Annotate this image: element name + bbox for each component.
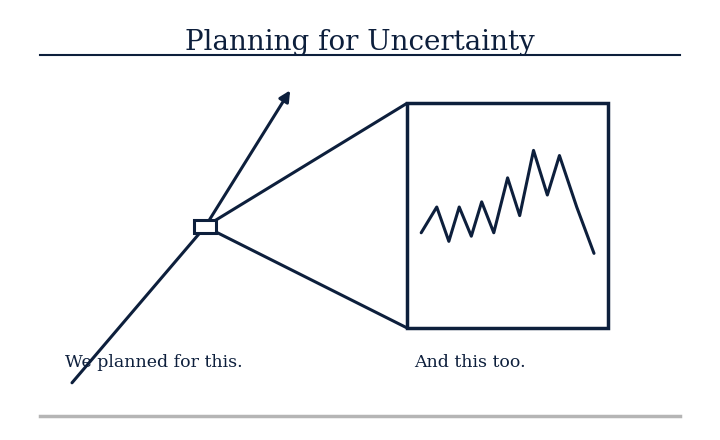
Bar [194,220,216,233]
Text: We planned for this.: We planned for this. [65,354,243,371]
Text: And this too.: And this too. [414,354,526,371]
Text: Planning for Uncertainty: Planning for Uncertainty [185,29,535,55]
Bar [407,103,608,328]
